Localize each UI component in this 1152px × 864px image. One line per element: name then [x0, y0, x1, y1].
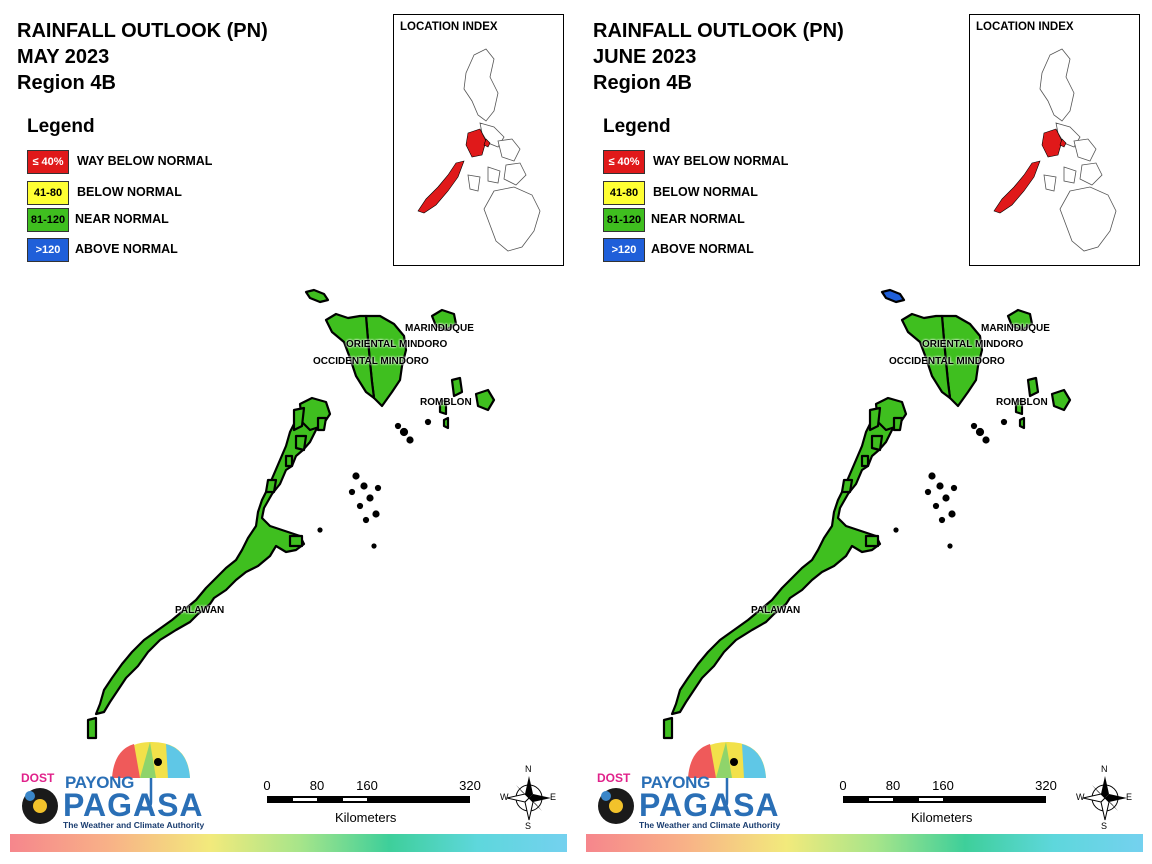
title-line-2: JUNE 2023 [593, 46, 697, 68]
legend-swatch: 41-80 [27, 181, 69, 205]
payong-pagasa-logo: DOST PAYONG PAGASA The Weather and Clima… [16, 740, 204, 832]
compass-e: E [1126, 792, 1133, 802]
compass-s: S [1101, 821, 1108, 831]
payong-label: PAYONG [641, 773, 711, 792]
province-label-occidental-mindoro: OCCIDENTAL MINDORO [313, 356, 429, 367]
scale-tick: 0 [839, 778, 847, 793]
occidental-mindoro [324, 312, 376, 400]
north-arrow-compass-icon: N S W E [1076, 764, 1134, 832]
province-label-oriental-mindoro: ORIENTAL MINDORO [922, 339, 1024, 350]
legend-label: WAY BELOW NORMAL [653, 154, 789, 168]
location-index-inset: LOCATION INDEX [969, 14, 1140, 266]
romblon [1014, 376, 1072, 430]
philippines-outline-map [417, 48, 541, 252]
inset-title: LOCATION INDEX [400, 21, 498, 33]
gradient-footer-bar [586, 834, 1143, 852]
title-line-1: RAINFALL OUTLOOK (PN) [593, 20, 844, 42]
province-label-romblon: ROMBLON [996, 397, 1048, 408]
province-label-romblon: ROMBLON [420, 397, 472, 408]
payong-pagasa-logo: DOST PAYONG PAGASA The Weather and Clima… [592, 740, 780, 832]
title-line-3: Region 4B [17, 72, 116, 94]
map-panel-june: RAINFALL OUTLOOK (PN) JUNE 2023 Region 4… [576, 0, 1152, 864]
scale-tick: 80 [309, 778, 325, 793]
scale-bar: 0 80 160 320 Kilometers [839, 778, 1061, 834]
scale-tick: 80 [885, 778, 901, 793]
occidental-mindoro [900, 312, 952, 400]
legend-swatch: >120 [27, 238, 69, 262]
scale-unit: Kilometers [911, 810, 973, 825]
legend-title: Legend [27, 116, 95, 137]
location-index-inset: LOCATION INDEX [393, 14, 564, 266]
lubang-island [880, 288, 906, 304]
umbrella-icon [22, 742, 190, 824]
legend-label: ABOVE NORMAL [75, 242, 178, 256]
scale-tick: 160 [932, 778, 954, 793]
lubang-island [304, 288, 330, 304]
title-line-1: RAINFALL OUTLOOK (PN) [17, 20, 268, 42]
legend-label: NEAR NORMAL [75, 212, 169, 226]
province-label-occidental-mindoro: OCCIDENTAL MINDORO [889, 356, 1005, 367]
marinduque [430, 308, 458, 332]
inset-title: LOCATION INDEX [976, 21, 1074, 33]
map-panel-may: RAINFALL OUTLOOK (PN) MAY 2023 Region 4B… [0, 14, 576, 852]
marinduque [1006, 308, 1034, 332]
compass-w: W [1076, 792, 1085, 802]
scale-tick: 320 [1035, 778, 1057, 793]
province-label-marinduque: MARINDUQUE [405, 323, 474, 334]
north-arrow-compass-icon: N S W E [500, 764, 558, 832]
romblon [438, 376, 496, 430]
compass-n: N [525, 764, 532, 774]
pagasa-label: PAGASA [63, 787, 204, 823]
payong-label: PAYONG [65, 773, 135, 792]
compass-e: E [550, 792, 557, 802]
legend-swatch: 41-80 [603, 181, 645, 205]
map-title: RAINFALL OUTLOOK (PN) JUNE 2023 Region 4… [593, 18, 844, 96]
dost-label: DOST [21, 771, 55, 785]
title-line-2: MAY 2023 [17, 46, 110, 68]
province-label-palawan: PALAWAN [175, 605, 225, 616]
scale-tick: 320 [459, 778, 481, 793]
compass-n: N [1101, 764, 1108, 774]
region-4b-map: MARINDUQUE ORIENTAL MINDORO OCCIDENTAL M… [0, 280, 576, 755]
compass-s: S [525, 821, 532, 831]
dost-label: DOST [597, 771, 631, 785]
region-4b-map: MARINDUQUE ORIENTAL MINDORO OCCIDENTAL M… [576, 280, 1152, 755]
scale-tick: 160 [356, 778, 378, 793]
scale-tick: 0 [263, 778, 271, 793]
legend-swatch: >120 [603, 238, 645, 262]
legend-title: Legend [603, 116, 671, 137]
tagline: The Weather and Climate Authority [63, 820, 205, 830]
title-line-3: Region 4B [593, 72, 692, 94]
tagline: The Weather and Climate Authority [639, 820, 781, 830]
province-label-oriental-mindoro: ORIENTAL MINDORO [346, 339, 448, 350]
legend-label: BELOW NORMAL [77, 185, 182, 199]
compass-w: W [500, 792, 509, 802]
legend-label: WAY BELOW NORMAL [77, 154, 213, 168]
legend-label: NEAR NORMAL [651, 212, 745, 226]
legend-label: ABOVE NORMAL [651, 242, 754, 256]
pagasa-label: PAGASA [639, 787, 780, 823]
umbrella-icon [598, 742, 766, 824]
scale-bar: 0 80 160 320 Kilometers [263, 778, 485, 834]
legend-swatch: 81-120 [27, 208, 69, 232]
philippines-outline-map [993, 48, 1117, 252]
legend-swatch: 81-120 [603, 208, 645, 232]
legend-label: BELOW NORMAL [653, 185, 758, 199]
province-label-palawan: PALAWAN [751, 605, 801, 616]
legend-swatch: ≤ 40% [27, 150, 69, 174]
map-title: RAINFALL OUTLOOK (PN) MAY 2023 Region 4B [17, 18, 268, 96]
province-label-marinduque: MARINDUQUE [981, 323, 1050, 334]
legend-swatch: ≤ 40% [603, 150, 645, 174]
scale-unit: Kilometers [335, 810, 397, 825]
gradient-footer-bar [10, 834, 567, 852]
